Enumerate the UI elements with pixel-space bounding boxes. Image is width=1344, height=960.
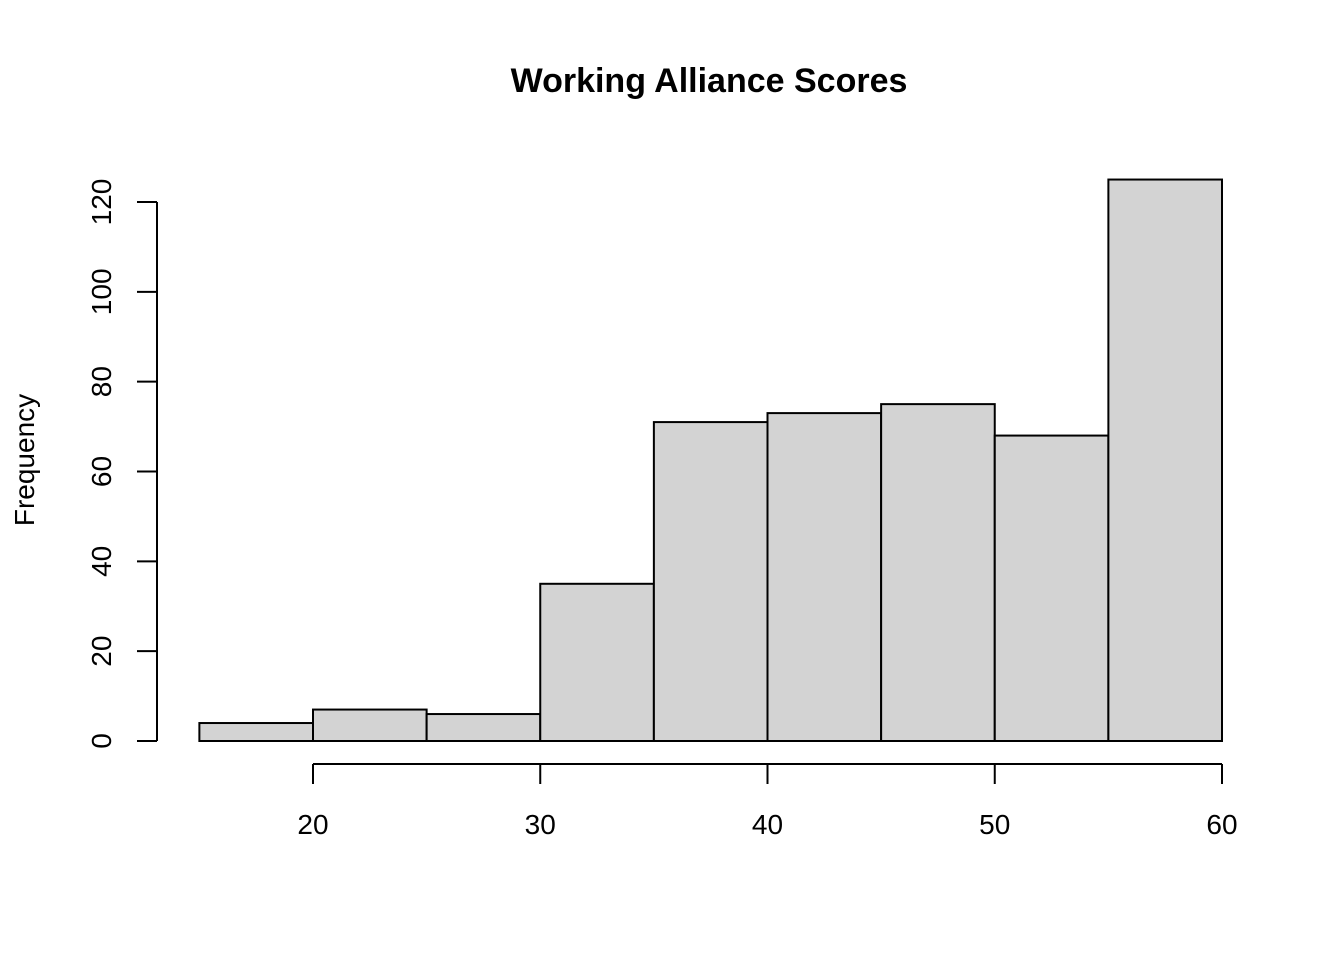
y-tick-label: 0	[86, 733, 117, 749]
histogram-bar-25-30	[425, 713, 542, 742]
y-tick-label: 60	[86, 456, 117, 487]
y-axis-label: Frequency	[9, 394, 40, 526]
y-axis: 0 20 40 60 80 100 120	[86, 179, 158, 749]
histogram-bar-50-55	[993, 434, 1110, 742]
chart-title: Working Alliance Scores	[511, 62, 908, 100]
x-tick-label: 50	[979, 809, 1010, 840]
histogram-bar-55-60	[1107, 178, 1223, 742]
histogram-bar-15-20	[198, 722, 314, 742]
histogram-bar-20-25	[312, 708, 428, 743]
x-tick-label: 60	[1206, 809, 1237, 840]
y-tick-label: 100	[86, 268, 117, 315]
x-tick-label: 30	[525, 809, 556, 840]
y-tick-label: 80	[86, 366, 117, 397]
histogram-bar-30-35	[539, 582, 655, 743]
histogram-bar-45-50	[880, 403, 996, 742]
y-tick-label: 120	[86, 179, 117, 226]
x-tick-label: 40	[752, 809, 783, 840]
bars-group	[198, 178, 1223, 743]
y-tick-label: 20	[86, 636, 117, 667]
histogram-bar-35-40	[652, 421, 769, 742]
x-tick-label: 20	[297, 809, 328, 840]
histogram-bar-40-45	[766, 412, 883, 742]
x-axis: 20 30 40 50 60	[297, 763, 1238, 840]
y-tick-label: 40	[86, 546, 117, 577]
